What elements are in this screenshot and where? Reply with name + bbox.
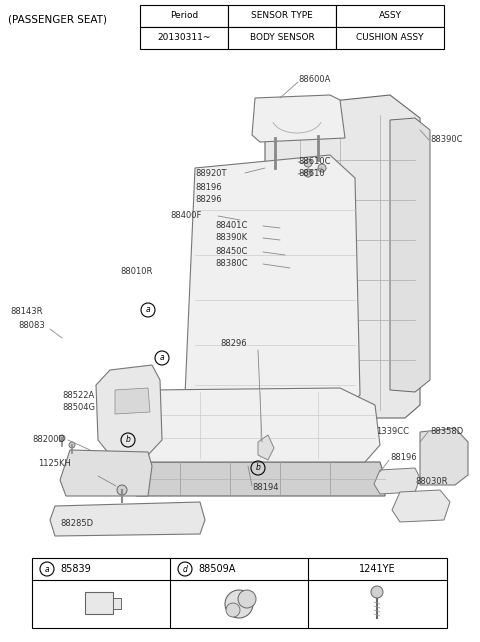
Text: 88194: 88194 xyxy=(252,483,278,492)
Polygon shape xyxy=(50,502,205,536)
FancyBboxPatch shape xyxy=(336,5,444,27)
FancyBboxPatch shape xyxy=(395,212,413,228)
Polygon shape xyxy=(390,118,430,392)
Text: 88296: 88296 xyxy=(220,340,247,349)
Polygon shape xyxy=(392,490,450,522)
Text: 88296: 88296 xyxy=(195,196,222,205)
Text: Period: Period xyxy=(170,12,198,21)
Polygon shape xyxy=(374,468,420,494)
Polygon shape xyxy=(420,428,468,485)
Text: 88390K: 88390K xyxy=(215,234,247,243)
FancyBboxPatch shape xyxy=(336,27,444,49)
Text: 20130311~: 20130311~ xyxy=(157,33,211,42)
Polygon shape xyxy=(96,365,162,455)
Text: 1339CC: 1339CC xyxy=(376,428,409,437)
Text: a: a xyxy=(45,564,49,573)
Text: ASSY: ASSY xyxy=(379,12,401,21)
FancyBboxPatch shape xyxy=(140,5,228,27)
Polygon shape xyxy=(60,450,152,496)
Text: 88285D: 88285D xyxy=(60,519,93,528)
Text: 88196: 88196 xyxy=(390,453,417,462)
Text: 88030R: 88030R xyxy=(415,478,447,487)
FancyBboxPatch shape xyxy=(395,322,413,338)
Text: 88509A: 88509A xyxy=(198,564,235,574)
Text: 88358D: 88358D xyxy=(430,428,463,437)
FancyBboxPatch shape xyxy=(228,5,336,27)
FancyBboxPatch shape xyxy=(295,240,385,295)
Text: 88390C: 88390C xyxy=(430,135,463,144)
Circle shape xyxy=(226,603,240,617)
Text: 88196: 88196 xyxy=(195,184,222,193)
Circle shape xyxy=(304,159,312,167)
FancyBboxPatch shape xyxy=(113,598,121,609)
Polygon shape xyxy=(132,462,385,496)
Text: 88504G: 88504G xyxy=(62,404,95,413)
Text: 88600A: 88600A xyxy=(298,76,330,85)
FancyBboxPatch shape xyxy=(32,558,447,628)
Circle shape xyxy=(117,485,127,495)
Text: b: b xyxy=(126,435,131,444)
Text: 1125KH: 1125KH xyxy=(38,460,71,469)
Text: 1241YE: 1241YE xyxy=(359,564,396,574)
Text: 88610: 88610 xyxy=(298,169,324,178)
FancyBboxPatch shape xyxy=(228,27,336,49)
Text: 88450C: 88450C xyxy=(215,248,247,257)
Text: b: b xyxy=(255,464,261,473)
Polygon shape xyxy=(265,95,420,418)
Text: 88920T: 88920T xyxy=(195,168,227,177)
Circle shape xyxy=(59,435,65,441)
Text: (PASSENGER SEAT): (PASSENGER SEAT) xyxy=(8,14,107,24)
Text: 88522A: 88522A xyxy=(62,390,94,399)
FancyBboxPatch shape xyxy=(395,157,413,173)
Text: BODY SENSOR: BODY SENSOR xyxy=(250,33,314,42)
Circle shape xyxy=(238,590,256,608)
Text: 88143R: 88143R xyxy=(10,308,43,317)
FancyBboxPatch shape xyxy=(85,592,113,614)
Text: 88400F: 88400F xyxy=(170,211,202,220)
Text: 88610C: 88610C xyxy=(298,157,331,166)
FancyBboxPatch shape xyxy=(295,315,385,370)
Text: 88083: 88083 xyxy=(18,322,45,331)
Polygon shape xyxy=(252,95,345,142)
FancyBboxPatch shape xyxy=(395,267,413,283)
FancyBboxPatch shape xyxy=(295,165,385,220)
Text: 88010R: 88010R xyxy=(120,268,152,277)
Circle shape xyxy=(304,169,312,177)
Text: a: a xyxy=(146,306,150,315)
Circle shape xyxy=(69,442,75,448)
Text: a: a xyxy=(160,354,164,363)
Circle shape xyxy=(225,590,253,618)
Polygon shape xyxy=(115,388,150,414)
Text: 85839: 85839 xyxy=(60,564,91,574)
Circle shape xyxy=(371,586,383,598)
Text: 88200D: 88200D xyxy=(32,435,65,444)
Text: 88380C: 88380C xyxy=(215,259,248,268)
Text: SENSOR TYPE: SENSOR TYPE xyxy=(251,12,313,21)
Text: 88401C: 88401C xyxy=(215,221,247,230)
Text: CUSHION ASSY: CUSHION ASSY xyxy=(356,33,424,42)
Circle shape xyxy=(318,164,326,172)
Polygon shape xyxy=(258,435,274,460)
Polygon shape xyxy=(185,155,360,408)
Text: d: d xyxy=(182,564,187,573)
Polygon shape xyxy=(128,388,380,462)
FancyBboxPatch shape xyxy=(140,27,228,49)
